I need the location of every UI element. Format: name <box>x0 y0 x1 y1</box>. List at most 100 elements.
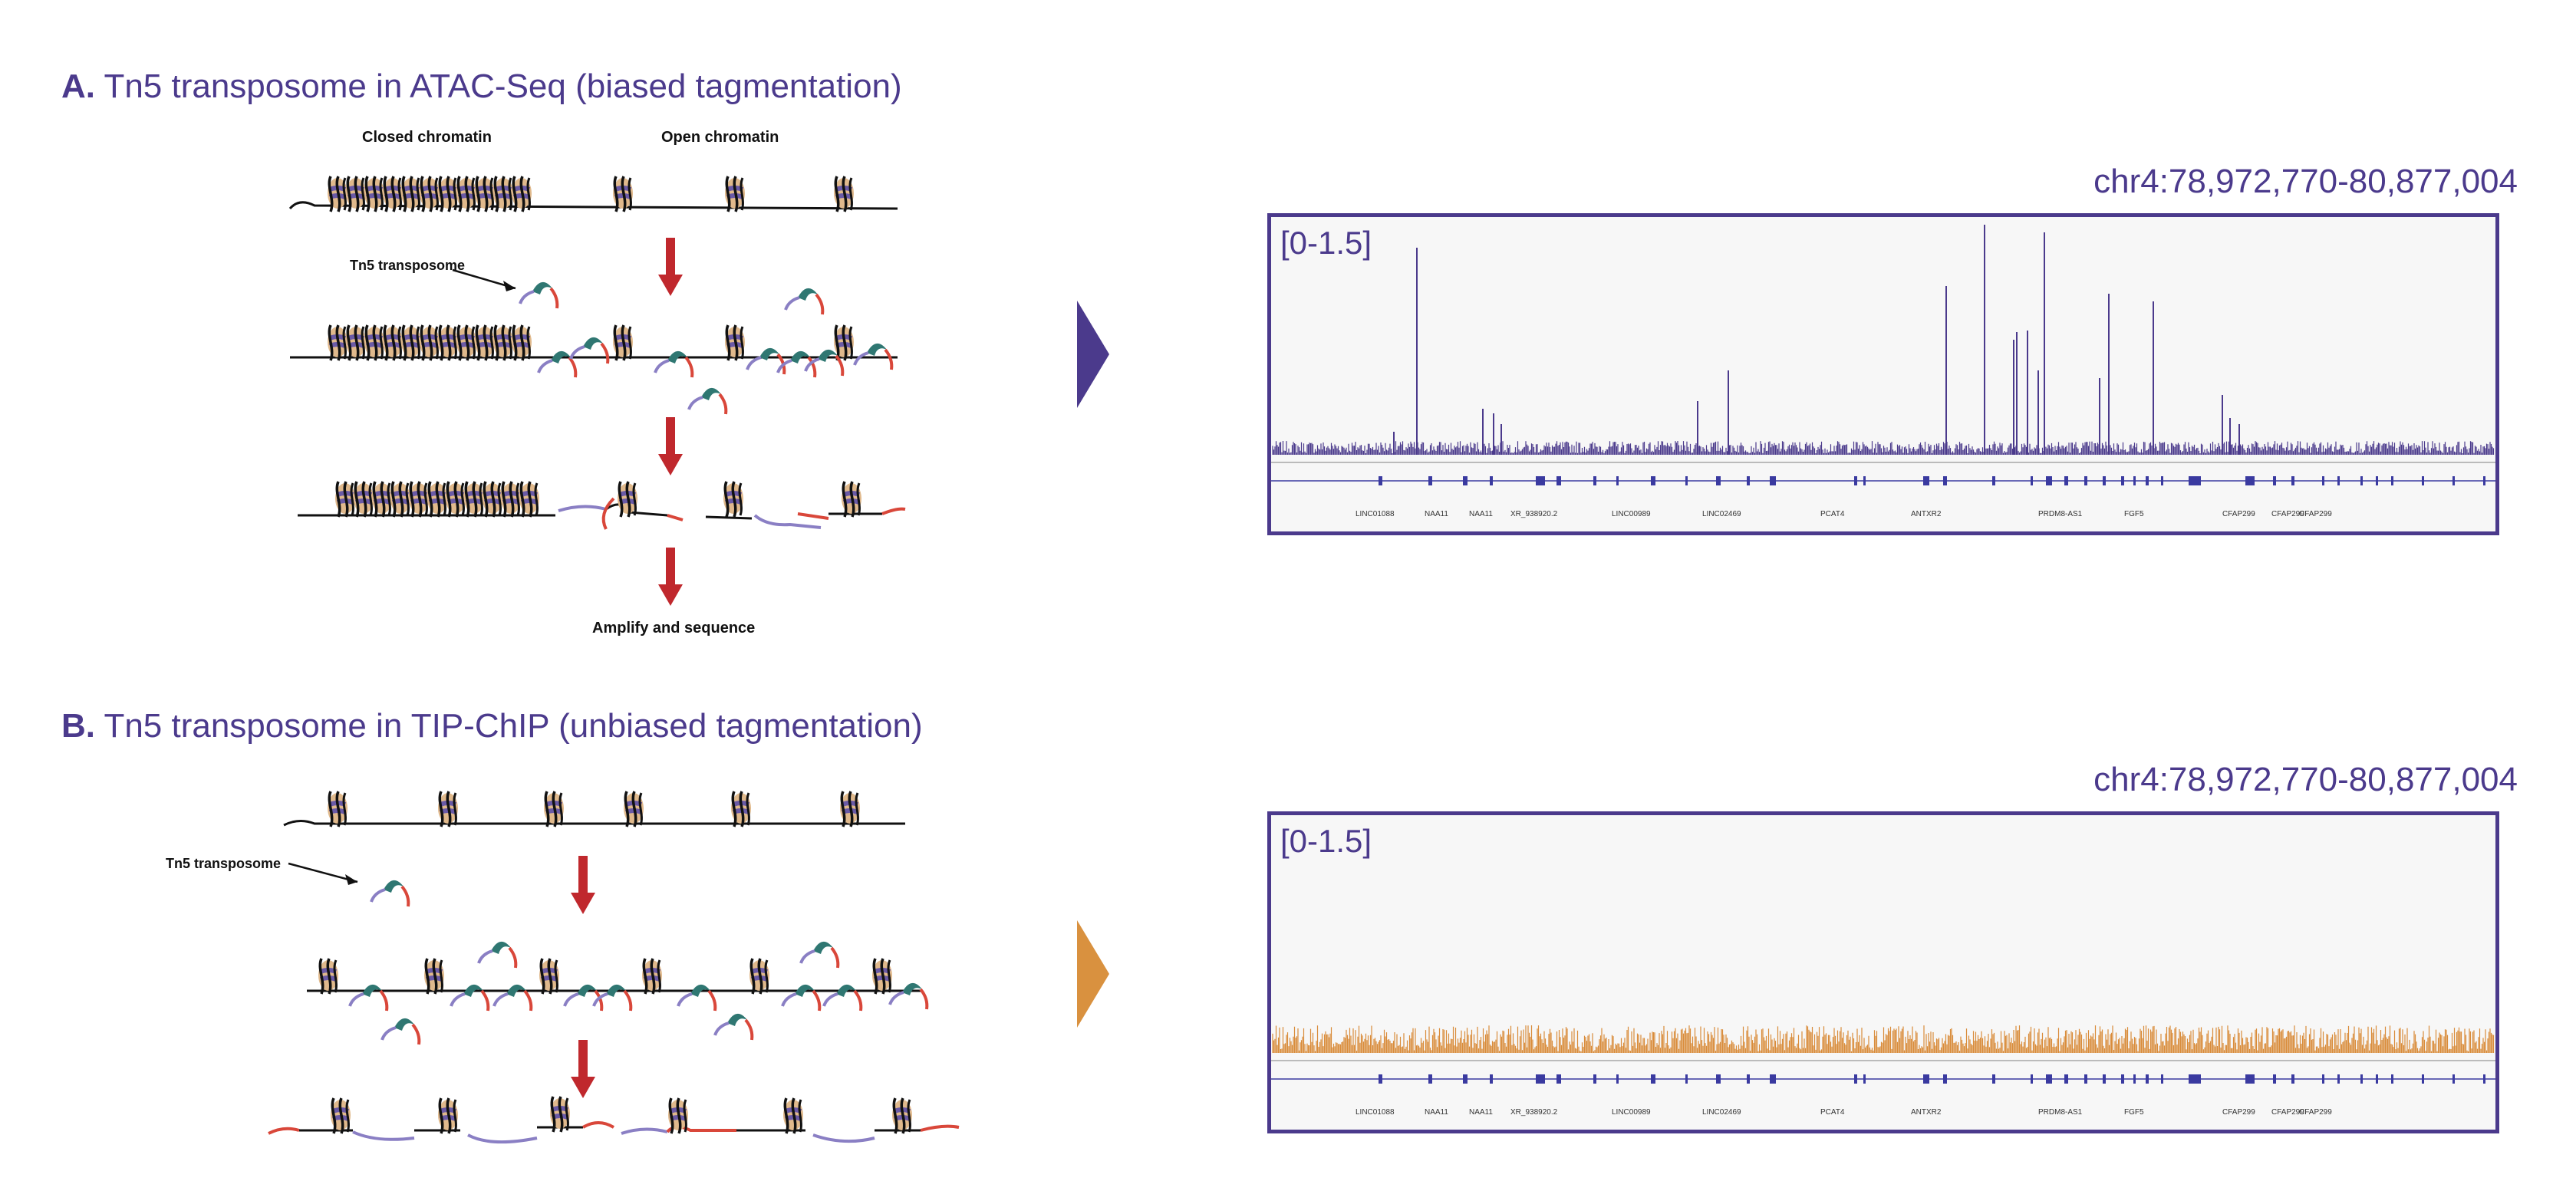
gene-label: NAA11 <box>1425 510 1448 518</box>
dna-strand <box>288 201 898 210</box>
closed-chromatin-nucleosomes <box>328 176 532 212</box>
panel-a-title: A. Tn5 transposome in ATAC-Seq (biased t… <box>61 67 902 106</box>
gene-exon <box>1747 476 1750 485</box>
gene-exon <box>1593 476 1596 485</box>
gene-exon <box>2422 1074 2424 1084</box>
gene-label: ANTXR2 <box>1911 1108 1942 1117</box>
tn5-label-b: Tn5 transposome <box>166 856 282 871</box>
locus-label-a: chr4:78,972,770-80,877,004 <box>2093 163 2518 200</box>
gene-exon <box>1685 1074 1688 1084</box>
gene-label: FGF5 <box>2124 1108 2144 1117</box>
gene-exon <box>1770 476 1776 485</box>
gene-exon <box>1770 1074 1776 1084</box>
gene-exon <box>1556 1074 1561 1084</box>
gene-exon <box>2103 1074 2106 1084</box>
gene-label: LINC01088 <box>1356 510 1395 518</box>
gene-exon <box>1943 1074 1947 1084</box>
gene-exon <box>2245 476 2253 485</box>
gene-exon <box>2360 1074 2363 1084</box>
open-chromatin-label: Open chromatin <box>661 129 779 146</box>
tagmented-fragments <box>558 482 906 530</box>
gene-label: CFAP299 <box>2222 510 2255 518</box>
gene-exon <box>1747 1074 1750 1084</box>
gene-exon <box>1863 476 1866 485</box>
panel-b-title: B. Tn5 transposome in TIP-ChIP (unbiased… <box>61 707 923 745</box>
gene-label: NAA11 <box>1469 510 1493 518</box>
gene-exon <box>1428 1074 1432 1084</box>
gene-exon <box>2084 476 2087 485</box>
gene-label: LINC01088 <box>1356 1108 1395 1117</box>
gene-exon <box>2322 1074 2324 1084</box>
genome-track-a: [0-1.5] LINC01088 NAA11 NAA11 XR_938920.2 LI… <box>1267 213 2499 535</box>
gene-label: CFAP299 <box>2271 1108 2304 1117</box>
gene-exon <box>2391 1074 2393 1084</box>
amplify-label: Amplify and sequence <box>592 620 756 637</box>
gene-exon <box>1463 476 1468 485</box>
tagmented-fragments-b <box>268 1097 960 1144</box>
gene-exon <box>1536 476 1545 485</box>
gene-exon <box>2452 476 2455 485</box>
step-arrow <box>571 856 595 914</box>
gene-label: CFAP299 <box>2271 510 2304 518</box>
gene-label: XR_938920.2 <box>1510 510 1558 518</box>
gene-exon <box>2376 1074 2378 1084</box>
gene-exon <box>2103 476 2106 485</box>
gene-exon <box>2064 1074 2068 1084</box>
gene-exon <box>1651 476 1655 485</box>
coverage-plot-b: LINC01088 NAA11 NAA11 XR_938920.2 LINC00989 L… <box>1271 1025 2495 1117</box>
gene-label: NAA11 <box>1425 1108 1448 1117</box>
gene-exon <box>1651 1074 1655 1084</box>
gene-label: LINC00989 <box>1612 1108 1651 1117</box>
step-arrow <box>658 417 683 475</box>
step-arrow <box>658 548 683 606</box>
gene-exon <box>2031 476 2033 485</box>
gene-exon <box>1685 476 1688 485</box>
gene-exon <box>2322 476 2324 485</box>
gene-exon <box>1556 476 1561 485</box>
panel-a-letter: A. <box>61 67 95 105</box>
tn5-pointer-b <box>288 862 358 883</box>
gene-exon <box>2146 476 2149 485</box>
open-chromatin-nucleosomes <box>613 325 854 360</box>
gene-exon <box>1992 476 1995 485</box>
gene-exon <box>2337 1074 2340 1084</box>
gene-exon <box>2161 1074 2163 1084</box>
gene-label: PRDM8-AS1 <box>2038 1108 2083 1117</box>
gene-label: LINC02469 <box>1702 1108 1741 1117</box>
gene-exon <box>1536 1074 1545 1084</box>
nucleosomes-b <box>328 791 860 827</box>
gene-exon <box>2452 1074 2455 1084</box>
gene-exon <box>2133 1074 2136 1084</box>
gene-exon <box>1716 476 1721 485</box>
closed-chromatin-nucleosomes <box>328 325 532 360</box>
gene-exon <box>2483 1074 2485 1084</box>
gene-exon <box>1716 1074 1721 1084</box>
gene-exon <box>1379 1074 1382 1084</box>
panel-a-title-text: Tn5 transposome in ATAC-Seq (biased tagm… <box>104 67 902 105</box>
gene-label: CFAP299 <box>2299 1108 2332 1117</box>
gene-exon <box>2195 476 2201 485</box>
gene-exon <box>1923 476 1929 485</box>
gene-exon <box>1616 1074 1619 1084</box>
gene-exon <box>2360 476 2363 485</box>
gene-exon <box>2391 476 2393 485</box>
gene-exon <box>1854 476 1857 485</box>
gene-label: PCAT4 <box>1820 510 1845 518</box>
gene-exon <box>1428 476 1432 485</box>
triangle-arrow-a <box>1077 301 1109 408</box>
gene-exon <box>1854 1074 1857 1084</box>
gene-exon <box>2245 1074 2253 1084</box>
gene-exon <box>2046 1074 2052 1084</box>
gene-exon <box>1943 476 1947 485</box>
panel-b-title-text: Tn5 transposome in TIP-ChIP (unbiased ta… <box>104 707 923 745</box>
step-arrow <box>658 238 683 296</box>
gene-exon <box>2046 476 2052 485</box>
gene-exon <box>2121 476 2124 485</box>
gene-exon <box>2133 476 2136 485</box>
dna-strand <box>283 820 905 827</box>
gene-exon <box>2064 476 2068 485</box>
gene-label: PRDM8-AS1 <box>2038 510 2083 518</box>
gene-label: CFAP299 <box>2222 1108 2255 1117</box>
gene-exon <box>2161 476 2163 485</box>
